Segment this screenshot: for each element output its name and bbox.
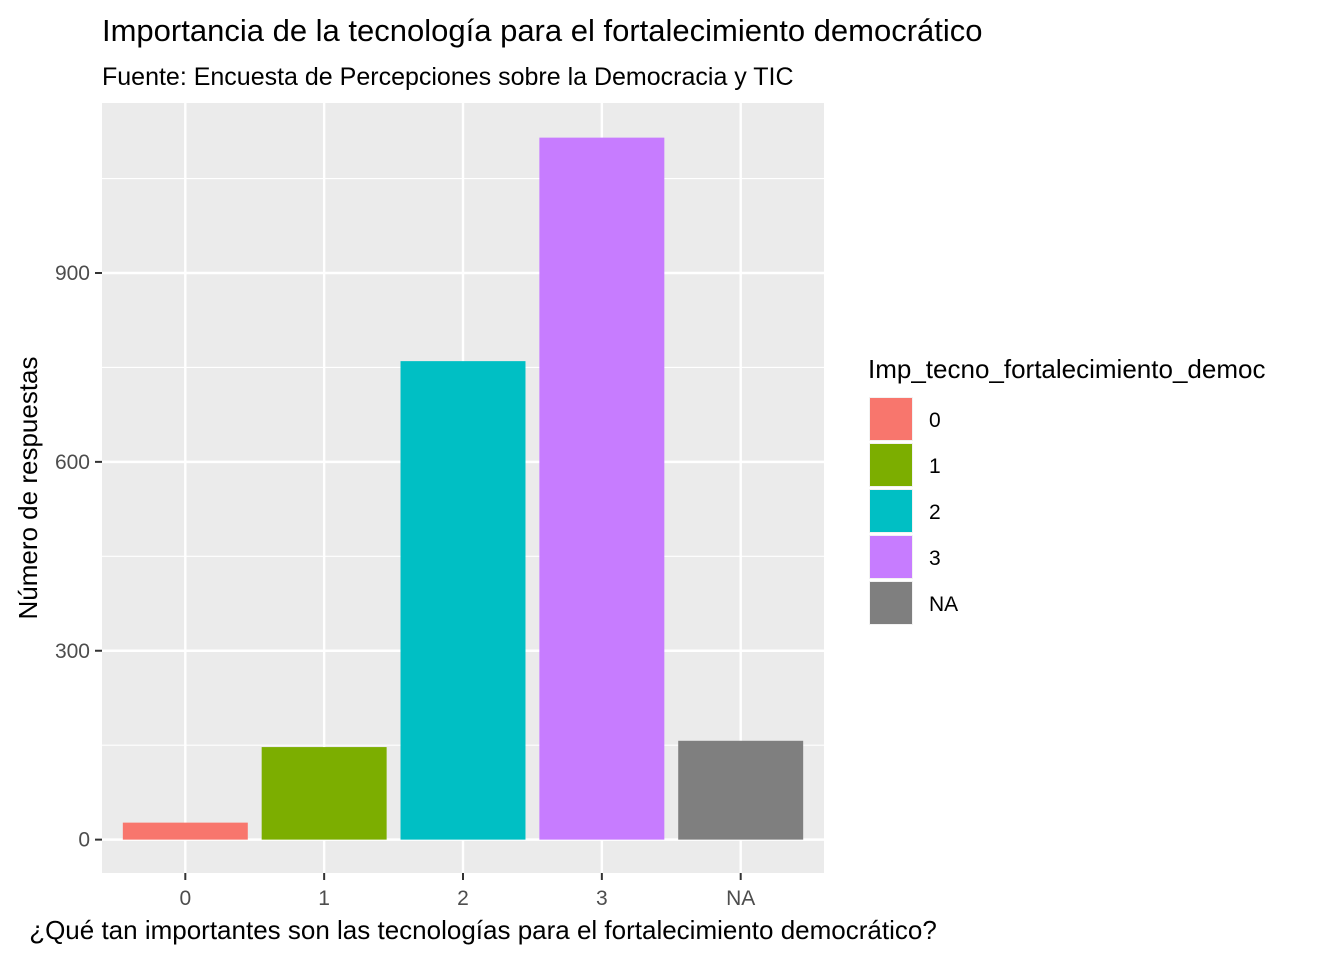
legend-label: 0: [929, 409, 941, 432]
y-tick-label: 0: [78, 829, 90, 852]
legend: Imp_tecno_fortalecimiento_democ 0 1 2 3 NA: [868, 354, 1265, 625]
x-axis-title: ¿Qué tan importantes son las tecnologías…: [29, 915, 937, 945]
y-tick-label: 600: [55, 451, 90, 474]
legend-swatch: [870, 582, 912, 624]
bar-1: [261, 747, 387, 840]
x-tick-label: NA: [726, 887, 755, 910]
legend-label: 1: [929, 455, 941, 478]
legend-items: 0 1 2 3 NA: [869, 397, 958, 625]
chart-subtitle: Fuente: Encuesta de Percepciones sobre l…: [102, 63, 794, 91]
legend-label: 3: [929, 547, 941, 570]
bar-na: [678, 740, 804, 840]
y-axis: 0 300 600 900: [55, 262, 102, 852]
chart-title: Importancia de la tecnología para el for…: [102, 13, 983, 48]
bar-2: [400, 361, 526, 840]
legend-swatch: [870, 490, 912, 532]
legend-label: NA: [929, 593, 958, 616]
x-tick-label: 3: [596, 887, 608, 910]
legend-swatch: [870, 398, 912, 440]
y-tick-label: 900: [55, 262, 90, 285]
legend-label: 2: [929, 501, 941, 524]
bar-3: [539, 137, 665, 840]
x-axis: 0 1 2 3 NA: [179, 873, 755, 910]
y-tick-label: 300: [55, 640, 90, 663]
legend-swatch: [870, 444, 912, 486]
bars: [122, 137, 804, 840]
x-tick-label: 0: [179, 887, 191, 910]
legend-title: Imp_tecno_fortalecimiento_democ: [868, 354, 1265, 384]
bar-0: [122, 822, 248, 840]
x-tick-label: 1: [318, 887, 330, 910]
legend-swatch: [870, 536, 912, 578]
y-axis-title: Número de respuestas: [13, 356, 43, 619]
x-tick-label: 2: [457, 887, 469, 910]
